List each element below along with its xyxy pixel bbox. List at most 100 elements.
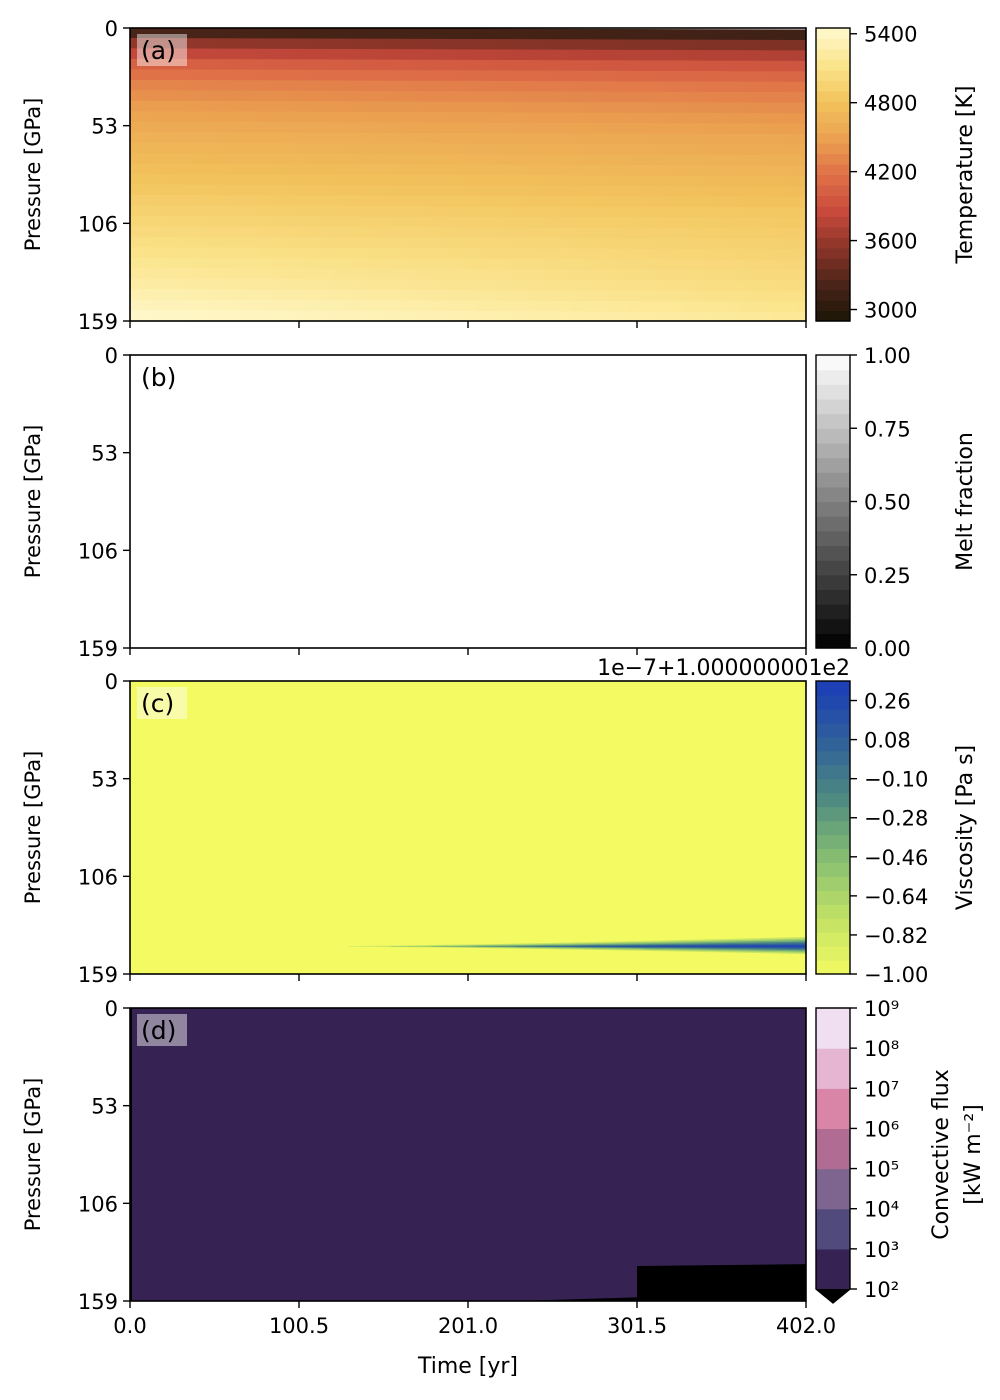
colorbar-band [816,736,850,752]
y-tick-label: 53 [91,442,118,466]
colorbar-band [816,48,850,60]
colorbar-tick-label: 10⁹ [864,997,899,1021]
colorbar-band [816,694,850,710]
panel-label: (d) [141,1016,176,1045]
colorbar-band [816,722,850,738]
colorbar-band [816,38,850,50]
panel-c: (c) 0 53 106 159 Pressure [GPa] 1e−7+1.0000000… [21,656,978,987]
colorbar-band [816,247,850,259]
colorbar-tick-label: −0.64 [864,885,928,909]
colorbar-tick-label: 0.50 [864,491,911,515]
colorbar-tick-label: 5400 [864,23,917,47]
temperature-band [130,111,806,125]
temperature-band [130,48,806,62]
colorbar-band [816,750,850,766]
colorbar-label: Viscosity [Pa s] [953,745,978,910]
colorbar-tick-label: 3000 [864,299,917,323]
colorbar-band [816,289,850,301]
colorbar-band [816,574,850,590]
x-tick-label: 0.0 [113,1314,146,1338]
temperature-band [130,121,806,136]
colorbar-label: Melt fraction [953,432,978,571]
colorbar-band [816,59,850,71]
colorbar-band [816,90,850,102]
flux-left-edge [130,1008,132,1301]
colorbar-tick-label: 10³ [864,1238,899,1262]
colorbar-band [816,1208,850,1250]
colorbar-band [816,101,850,113]
colorbar-tick-label: 10⁸ [864,1037,899,1061]
colorbar-frame [815,680,851,975]
colorbar-band [816,589,850,605]
colorbar-band [816,1128,850,1170]
colorbar-band [816,122,850,134]
colorbar-tick-label: −0.46 [864,846,928,870]
colorbar-band [816,80,850,92]
colorbar-band [816,516,850,532]
colorbar: 0.00 0.25 0.50 0.75 1.00 Melt fraction [815,344,978,661]
plot-area [130,355,806,648]
temperature-band [130,142,806,157]
colorbar: 10² 10³ 10⁴ 10⁵ 10⁶ 10⁷ 10⁸ 10⁹ Convective flux [… [815,997,986,1304]
panel-a: (a) 0 53 106 159 Pressure [GPa] 3000 3600 4200 48… [21,17,978,334]
colorbar-tick-label: 1.00 [864,344,911,368]
y-tick-label: 53 [91,1095,118,1119]
y-tick-label: 106 [78,539,118,563]
temperature-band [130,205,806,219]
colorbar-band [816,413,850,429]
temperature-band [130,153,806,167]
y-tick-label: 159 [78,637,118,661]
colorbar-band [816,792,850,808]
temperature-band [130,194,806,209]
temperature-band [130,236,806,251]
colorbar-band [816,472,850,488]
y-axis-label: Pressure [GPa] [21,751,45,905]
colorbar-band [816,195,850,207]
colorbar-label: Temperature [K] [953,86,978,265]
colorbar-tick-label: 0.00 [864,637,911,661]
colorbar-band [816,384,850,400]
temperature-band [130,257,806,272]
temperature-band [130,247,806,261]
colorbar-band [816,904,850,919]
colorbar-tick-label: −0.28 [864,807,928,831]
colorbar-band [816,1008,850,1049]
colorbar-band [816,876,850,891]
melt-field [130,355,806,648]
colorbar-band [816,111,850,123]
temperature-band [130,90,806,104]
panel-label: (b) [141,363,176,392]
viscosity-contour [558,944,806,948]
y-axis-label: Pressure [GPa] [21,1078,45,1232]
colorbar-band [816,310,850,322]
plot-area [130,1008,806,1301]
colorbar-tick-label: 3600 [864,230,917,254]
colorbar-band [816,545,850,561]
colorbar-band [816,398,850,415]
colorbar-tick-label: −0.82 [864,924,928,948]
colorbar-band [816,960,850,975]
colorbar-band [816,132,850,144]
y-tick-label: 0 [105,17,118,41]
colorbar-band [816,1248,850,1290]
colorbar-tick-label: 0.08 [864,729,911,753]
temperature-band [130,37,806,52]
colorbar-band [816,268,850,280]
panel-d: (d) 0 53 106 159 Pressure [GPa] 0.0 100.5 201.0 3… [21,997,986,1379]
colorbar-band [816,428,850,444]
temperature-band [130,28,806,41]
y-tick-label: 159 [78,310,118,334]
colorbar-tick-label: −0.10 [864,768,928,792]
panel-label-box [137,34,187,66]
y-tick-label: 0 [105,344,118,368]
colorbar-band [816,226,850,238]
colorbar-tick-label: −1.00 [864,963,928,987]
colorbar-frame [815,1007,851,1304]
colorbar-band [816,216,850,228]
colorbar-band [816,1048,850,1089]
colorbar-band [816,258,850,270]
colorbar-label-units: [kW m⁻²] [961,1104,986,1205]
colorbar-band [816,806,850,822]
colorbar-band [816,143,850,155]
colorbar-tick-label: 10⁷ [864,1077,899,1101]
